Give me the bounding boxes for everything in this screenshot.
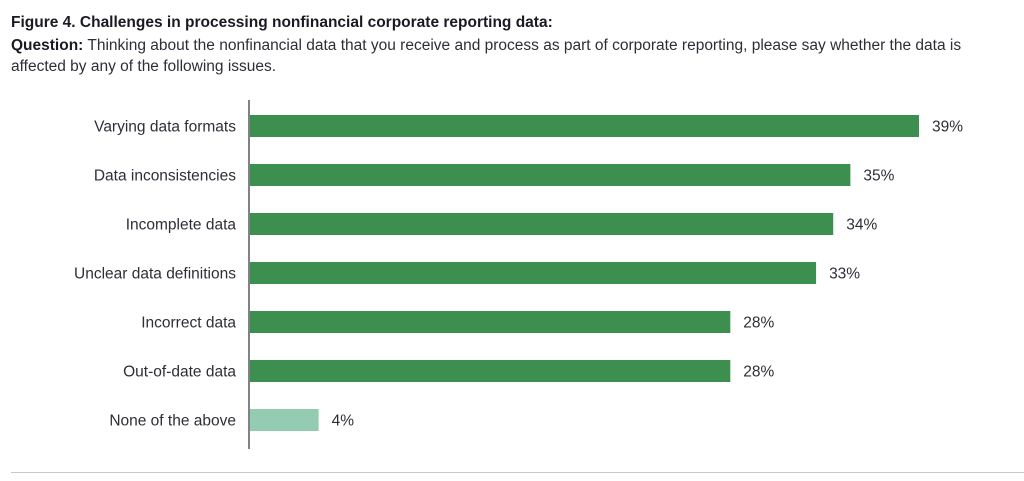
value-label: 28%	[743, 364, 774, 381]
bar	[250, 360, 731, 382]
category-label: Incomplete data	[126, 217, 237, 234]
bar	[250, 213, 834, 235]
footer-divider	[11, 472, 1024, 473]
value-label: 4%	[332, 413, 355, 430]
question-label: Question:	[11, 37, 84, 54]
value-label: 35%	[863, 168, 894, 185]
category-label: Incorrect data	[141, 315, 236, 332]
question-text: Thinking about the nonfinancial data tha…	[11, 37, 962, 75]
category-label: Out-of-date data	[123, 364, 236, 381]
category-label: Data inconsistencies	[94, 168, 236, 185]
figure-question: Question: Thinking about the nonfinancia…	[11, 35, 1011, 77]
bar	[250, 409, 319, 431]
bar	[250, 262, 817, 284]
bar	[250, 115, 919, 137]
category-label: None of the above	[109, 413, 236, 430]
value-label: 28%	[743, 315, 774, 332]
bar	[250, 311, 731, 333]
figure-header: Figure 4. Challenges in processing nonfi…	[11, 13, 1011, 77]
category-label: Unclear data definitions	[74, 266, 236, 283]
figure-title: Figure 4. Challenges in processing nonfi…	[11, 14, 553, 31]
value-label: 34%	[846, 217, 877, 234]
value-label: 39%	[932, 119, 963, 136]
value-label: 33%	[829, 266, 860, 283]
category-label: Varying data formats	[94, 119, 236, 136]
bar	[250, 164, 851, 186]
